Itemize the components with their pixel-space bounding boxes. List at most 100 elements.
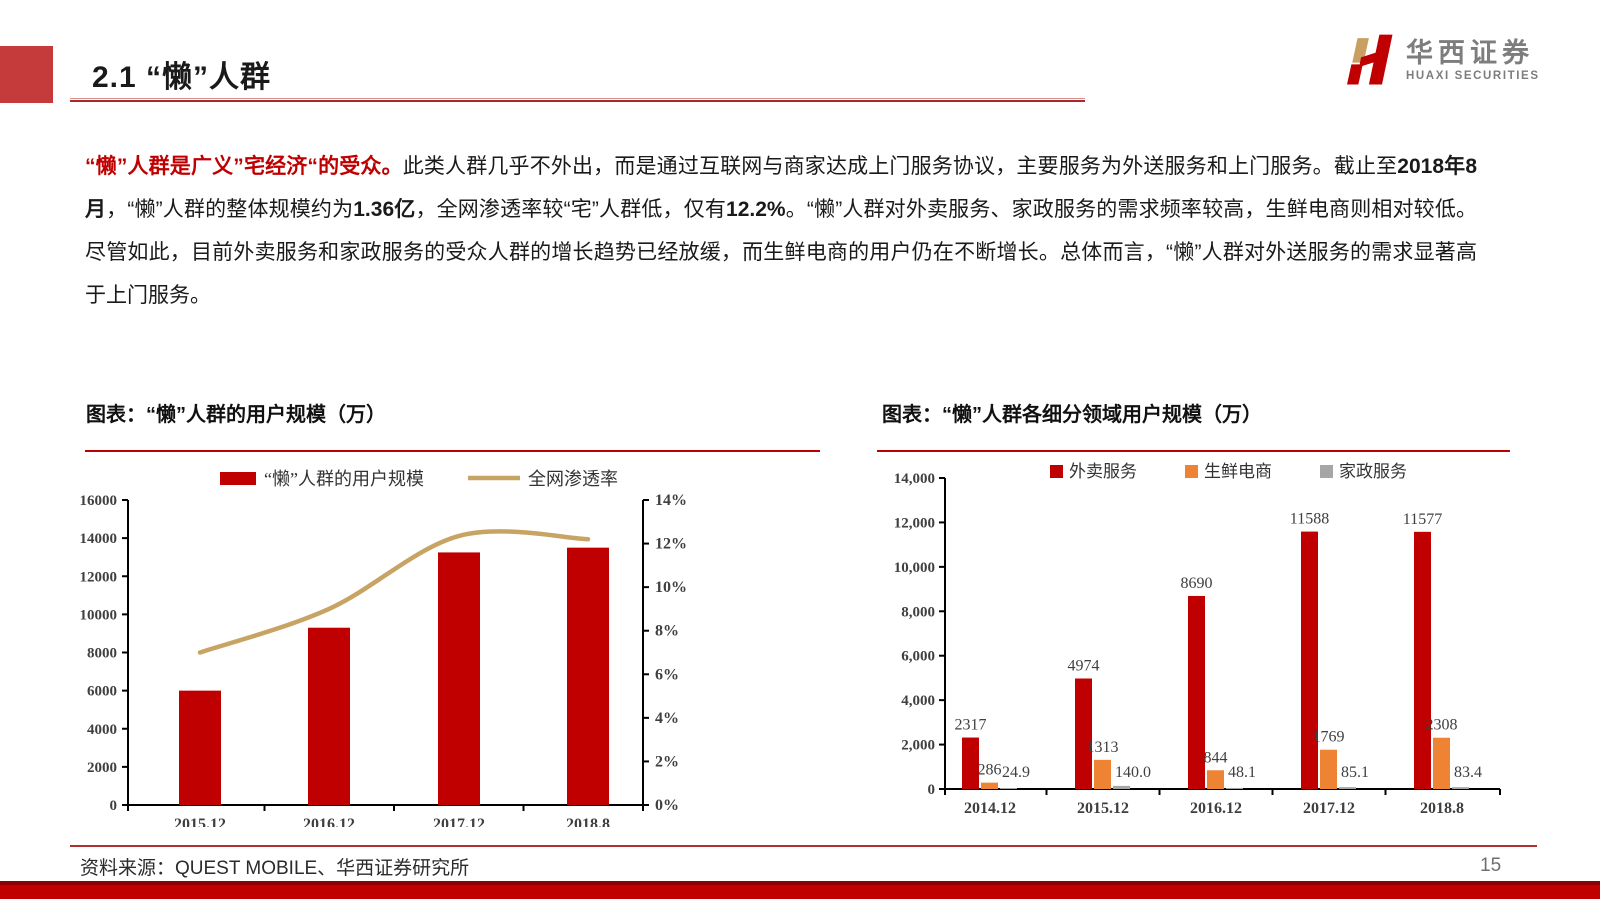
chart1-left-tick-label: 10000 (80, 607, 117, 623)
chart2-bar (1113, 785, 1130, 789)
chart1-bar (567, 547, 609, 805)
chart1-bar (179, 690, 221, 805)
chart2-legend-swatch (1185, 465, 1198, 478)
chart2-bar (981, 782, 998, 789)
chart2-bar (1226, 787, 1243, 789)
chart2-bar-value-label: 48.1 (1228, 764, 1256, 781)
chart1-right-tick-label: 10% (655, 579, 687, 596)
chart1-left-tick-label: 4000 (87, 722, 117, 738)
chart2-bar (1301, 531, 1318, 789)
chart1-right-tick-label: 0% (655, 797, 679, 814)
logo-name-en: HUAXI SECURITIES (1406, 70, 1540, 82)
chart1-left-tick-label: 8000 (87, 646, 117, 662)
chart2-legend-swatch (1320, 465, 1333, 478)
chart2-bar-value-label: 24.9 (1002, 764, 1030, 781)
chart2-category-label: 2014.12 (964, 800, 1016, 817)
chart2-bar-value-label: 83.4 (1454, 764, 1482, 781)
chart2-bar-value-label: 844 (1204, 749, 1228, 766)
chart2-left-tick-label: 4,000 (901, 693, 935, 709)
chart1-right-tick-label: 2% (655, 753, 679, 770)
chart1-legend-bar-label: “懒”人群的用户规模 (264, 469, 424, 489)
chart1-left-tick-label: 12000 (80, 569, 117, 585)
intro-segment-0: “懒”人群是广义”宅经济“的受众。 (85, 155, 403, 178)
chart1-bar (308, 627, 350, 805)
chart1-penetration-line (197, 529, 591, 655)
intro-segment-6: 12.2% (726, 198, 786, 221)
chart2-legend-label: 生鲜电商 (1204, 462, 1272, 481)
chart2-legend-label: 家政服务 (1339, 462, 1407, 481)
title-accent-square (0, 46, 53, 103)
source-note: 资料来源：QUEST MOBILE、华西证券研究所 (80, 858, 470, 879)
chart2-bar-value-label: 1769 (1313, 729, 1345, 746)
chart1-right-tick-label: 6% (655, 666, 679, 683)
left-chart-rule (85, 450, 820, 452)
chart2-bar-value-label: 286 (978, 762, 1002, 779)
chart1-category-label: 2018.8 (566, 816, 610, 827)
chart1-legend: “懒”人群的用户规模 全网渗透率 (220, 469, 618, 489)
chart2-bar (962, 737, 979, 789)
huaxi-logo: 华西证券 HUAXI SECURITIES (1340, 22, 1570, 98)
huaxi-logo-icon (1347, 34, 1393, 85)
intro-segment-1: 此类人群几乎不外出，而是通过互联网与商家达成上门服务协议，主要服务为外送服务和上… (402, 155, 1398, 178)
chart2-bar-value-label: 8690 (1181, 575, 1213, 592)
chart2-left-tick-label: 12,000 (894, 515, 935, 531)
intro-segment-4: 1.36亿 (353, 198, 416, 221)
right-chart-title: 图表：“懒”人群各细分领域用户规模（万） (882, 404, 1262, 426)
chart2-category-label: 2015.12 (1077, 800, 1129, 817)
chart2-bar (1188, 595, 1205, 789)
chart2-series-1: 286 1313 844 1769 2308 (978, 717, 1458, 789)
chart2-bar-value-label: 4974 (1068, 658, 1100, 675)
chart1-right-tick-label: 12% (655, 536, 687, 553)
left-chart: 0 2000 4000 6000 8000 10000 12000 14000 16000 0% 2… (80, 455, 692, 833)
intro-segment-3: ，“懒”人群的整体规模约为 (106, 198, 354, 221)
chart1-right-tick-label: 4% (655, 710, 679, 727)
chart1-category-label: 2017.12 (433, 816, 485, 827)
chart2-legend: 外卖服务 生鲜电商 家政服务 (1050, 462, 1407, 481)
chart1-right-tick-label: 14% (655, 492, 687, 509)
chart2-bar (1094, 759, 1111, 789)
chart2-series-2: 24.9 140.0 48.1 85.1 83.4 (1000, 764, 1482, 789)
chart2-series-0: 2317 4974 8690 11588 11577 (955, 511, 1442, 789)
intro-paragraph: “懒”人群是广义”宅经济“的受众。此类人群几乎不外出，而是通过互联网与商家达成上… (85, 145, 1477, 317)
chart2-left-tick-label: 6,000 (901, 649, 935, 665)
chart2-bar (1433, 737, 1450, 789)
chart2-bar (1207, 770, 1224, 789)
right-chart-rule (877, 450, 1510, 452)
chart2-bar (1452, 787, 1469, 789)
chart1-left-tick-label: 6000 (87, 684, 117, 700)
title-rule (70, 98, 1085, 102)
intro-segment-2: 2018年8月 (85, 155, 1477, 221)
right-chart: 0 2,000 4,000 6,000 8,000 10,000 12,000 14,000 2… (868, 455, 1533, 827)
chart1-legend-line-label: 全网渗透率 (528, 469, 618, 489)
chart2-bar (1414, 531, 1431, 789)
chart1-bar (438, 552, 480, 805)
chart2-category-label: 2017.12 (1303, 800, 1355, 817)
chart2-left-tick-label: 14,000 (894, 471, 935, 487)
chart2-bar-value-label: 11588 (1290, 511, 1329, 528)
chart1-left-tick-label: 2000 (87, 760, 117, 776)
chart1-right-tick-label: 8% (655, 623, 679, 640)
chart2-legend-label: 外卖服务 (1069, 462, 1137, 481)
chart2-left-tick-label: 2,000 (901, 738, 935, 754)
lazy-user-scale-chart: 0 2000 4000 6000 8000 10000 12000 14000 16000 0% 2… (80, 469, 688, 833)
logo-name-cn: 华西证券 (1406, 38, 1534, 68)
chart1-left-tick-label: 14000 (80, 531, 117, 547)
chart2-bar-value-label: 1313 (1087, 739, 1119, 756)
chart2-bar-value-label: 2317 (955, 717, 987, 734)
chart2-legend-swatch (1050, 465, 1063, 478)
chart2-category-label: 2018.8 (1420, 800, 1464, 817)
lazy-segments-chart: 0 2,000 4,000 6,000 8,000 10,000 12,000 14,000 2… (894, 462, 1501, 817)
chart2-bar-value-label: 140.0 (1115, 764, 1151, 781)
chart2-left-tick-label: 0 (928, 782, 936, 798)
chart2-left-tick-label: 8,000 (901, 604, 935, 620)
chart1-left-tick-label: 0 (110, 798, 118, 814)
chart2-bar-value-label: 11577 (1403, 511, 1442, 528)
chart2-left-tick-label: 10,000 (894, 560, 935, 576)
footer-rule (70, 845, 1537, 847)
bottom-red-band (0, 881, 1600, 899)
chart1-bar-series (179, 547, 609, 805)
chart2-bar-value-label: 2308 (1426, 717, 1458, 734)
chart1-category-label: 2015.12 (174, 816, 226, 827)
chart2-category-label: 2016.12 (1190, 800, 1242, 817)
chart1-left-tick-label: 16000 (80, 493, 117, 509)
